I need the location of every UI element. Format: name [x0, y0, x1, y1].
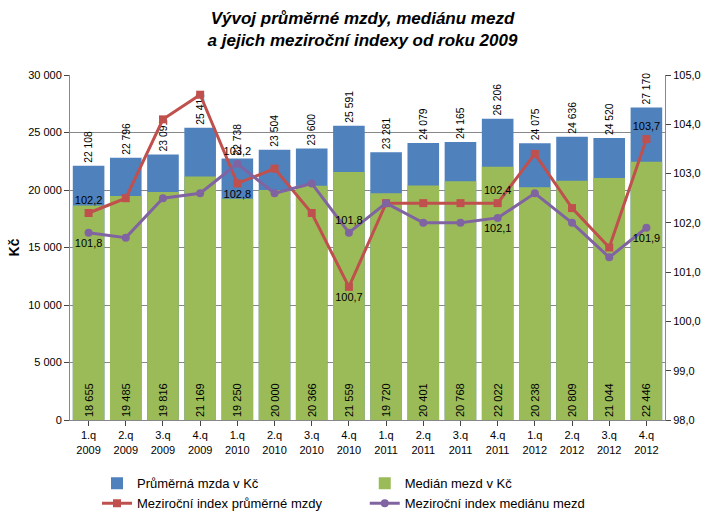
svg-text:21 044: 21 044: [603, 383, 615, 417]
svg-text:101,8: 101,8: [335, 214, 363, 226]
svg-text:98,0: 98,0: [673, 414, 694, 426]
svg-text:102,4: 102,4: [484, 184, 512, 196]
svg-text:19 720: 19 720: [380, 383, 392, 417]
svg-text:30 000: 30 000: [28, 69, 62, 81]
svg-text:5 000: 5 000: [34, 356, 62, 368]
svg-text:20 768: 20 768: [454, 383, 466, 417]
svg-text:102,1: 102,1: [484, 222, 512, 234]
svg-text:26 206: 26 206: [492, 84, 503, 116]
svg-text:19 250: 19 250: [231, 383, 243, 417]
svg-text:104,0: 104,0: [673, 118, 701, 130]
svg-text:23 091: 23 091: [158, 120, 169, 152]
svg-text:2.q2012: 2.q2012: [560, 429, 584, 455]
svg-text:18 655: 18 655: [83, 383, 95, 417]
svg-text:4.q2011: 4.q2011: [486, 429, 510, 455]
svg-text:1.q2012: 1.q2012: [523, 429, 547, 455]
svg-text:23 281: 23 281: [381, 117, 392, 149]
svg-text:2.q2011: 2.q2011: [411, 429, 435, 455]
svg-text:103,0: 103,0: [673, 167, 701, 179]
svg-text:20 000: 20 000: [28, 184, 62, 196]
svg-text:4.q2012: 4.q2012: [634, 429, 658, 455]
svg-text:103,7: 103,7: [633, 120, 661, 132]
svg-text:3.q2011: 3.q2011: [449, 429, 473, 455]
svg-text:24 520: 24 520: [604, 103, 615, 135]
svg-text:2.q2010: 2.q2010: [262, 429, 286, 455]
svg-text:2.q2009: 2.q2009: [114, 429, 138, 455]
svg-text:101,0: 101,0: [673, 266, 701, 278]
svg-text:24 075: 24 075: [530, 108, 541, 140]
svg-text:4.q2009: 4.q2009: [188, 429, 212, 455]
svg-text:3.q2010: 3.q2010: [299, 429, 323, 455]
svg-text:102,2: 102,2: [75, 194, 103, 206]
svg-text:Medián mezd v Kč: Medián mezd v Kč: [405, 476, 512, 491]
svg-text:25 418: 25 418: [195, 93, 206, 125]
svg-text:1.q2010: 1.q2010: [225, 429, 249, 455]
svg-text:25 000: 25 000: [28, 126, 62, 138]
svg-text:23 600: 23 600: [306, 114, 317, 146]
svg-text:100,0: 100,0: [673, 315, 701, 327]
svg-text:24 165: 24 165: [455, 107, 466, 139]
svg-text:3.q2009: 3.q2009: [151, 429, 175, 455]
svg-text:1.q2009: 1.q2009: [76, 429, 100, 455]
svg-text:10 000: 10 000: [28, 299, 62, 311]
svg-text:23 504: 23 504: [269, 115, 280, 147]
svg-text:15 000: 15 000: [28, 241, 62, 253]
svg-text:20 401: 20 401: [417, 383, 429, 417]
svg-text:21 169: 21 169: [194, 383, 206, 417]
svg-text:20 000: 20 000: [269, 383, 281, 417]
svg-text:20 366: 20 366: [306, 383, 318, 417]
svg-text:20 238: 20 238: [529, 383, 541, 417]
svg-text:100,7: 100,7: [335, 291, 363, 303]
svg-text:25 591: 25 591: [344, 91, 355, 123]
svg-text:20 809: 20 809: [566, 383, 578, 417]
svg-text:4.q2010: 4.q2010: [337, 429, 361, 455]
svg-text:22 796: 22 796: [121, 123, 132, 155]
svg-text:103,2: 103,2: [224, 145, 252, 157]
svg-text:99,0: 99,0: [673, 365, 694, 377]
svg-text:101,9: 101,9: [633, 232, 661, 244]
svg-text:Průměrná mzda v Kč: Průměrná mzda v Kč: [137, 476, 259, 491]
svg-text:22 022: 22 022: [492, 383, 504, 417]
svg-text:102,8: 102,8: [224, 188, 252, 200]
svg-text:101,8: 101,8: [75, 237, 103, 249]
svg-text:22 446: 22 446: [640, 383, 652, 417]
svg-text:24 636: 24 636: [567, 102, 578, 134]
svg-text:27 170: 27 170: [641, 73, 652, 105]
svg-text:Kč: Kč: [6, 238, 22, 256]
svg-text:21 559: 21 559: [343, 383, 355, 417]
svg-text:24 079: 24 079: [418, 108, 429, 140]
svg-text:19 485: 19 485: [120, 383, 132, 417]
svg-text:105,0: 105,0: [673, 69, 701, 81]
svg-text:102,0: 102,0: [673, 217, 701, 229]
svg-text:Vývoj průměrné mzdy, mediánu m: Vývoj průměrné mzdy, mediánu mezda jejic…: [208, 9, 518, 50]
svg-text:22 738: 22 738: [232, 124, 243, 156]
svg-text:Meziroční index mediánu mezd: Meziroční index mediánu mezd: [405, 496, 585, 511]
svg-text:1.q2011: 1.q2011: [374, 429, 398, 455]
svg-text:22 108: 22 108: [83, 131, 94, 163]
svg-text:Meziroční index průměrné mzdy: Meziroční index průměrné mzdy: [137, 496, 322, 511]
svg-text:3.q2012: 3.q2012: [597, 429, 621, 455]
svg-text:0: 0: [56, 414, 62, 426]
svg-text:19 816: 19 816: [157, 383, 169, 417]
